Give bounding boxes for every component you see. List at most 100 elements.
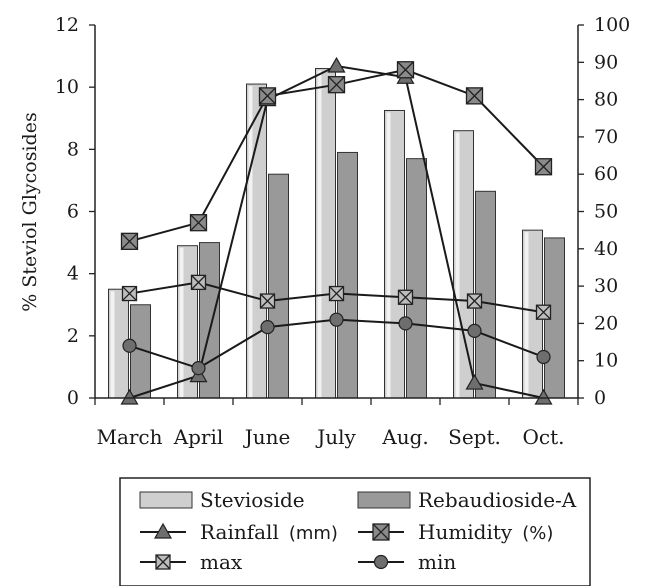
point-min: [398, 316, 413, 331]
right-tick-label: 100: [594, 14, 630, 36]
legend-swatch: [357, 491, 411, 509]
legend: Stevioside Rebaudioside-A Rainfall (mm) Humi…: [119, 477, 591, 586]
cross-line: [260, 293, 275, 309]
bar-highlight: [110, 291, 115, 398]
point-max: [121, 285, 138, 302]
legend-item-stevioside: Stevioside: [139, 488, 305, 512]
cross-line: [155, 554, 171, 570]
cross-line: [191, 274, 206, 290]
legend-item-rainfall: Rainfall (mm): [140, 520, 338, 544]
bar-highlight: [248, 86, 253, 398]
x-tick-label: Aug.: [381, 425, 428, 449]
left-tick-label: 4: [67, 263, 79, 285]
triangle-marker: [120, 388, 139, 405]
bar-rebaudioside-a: [337, 151, 358, 399]
legend-item-rebaudioside-a: Rebaudioside-A: [357, 488, 577, 512]
circle-marker: [191, 361, 206, 376]
point-humidity: [258, 87, 277, 105]
triangle-marker: [465, 373, 484, 390]
legend-label: min: [418, 550, 456, 574]
right-tick-label: 20: [594, 312, 618, 334]
point-humidity: [327, 76, 346, 94]
point-max: [328, 285, 345, 302]
legend-box: [119, 477, 591, 586]
point-min: [329, 312, 344, 327]
legend-marker: [155, 554, 171, 570]
circle-marker: [536, 349, 551, 365]
circle-marker: [329, 312, 344, 327]
point-humidity: [465, 87, 484, 105]
right-tick-label: 50: [594, 201, 618, 223]
right-tick-label: 90: [594, 51, 618, 73]
y-axis-label: % Steviol Glycosides: [19, 112, 41, 311]
left-tick-label: 2: [67, 325, 79, 347]
cross-line: [535, 158, 552, 176]
point-max: [466, 293, 483, 309]
left-tick-label: 0: [67, 387, 79, 409]
point-min: [467, 323, 482, 338]
circle-marker: [260, 320, 275, 335]
lines-layer: [120, 56, 553, 405]
legend-item-max: max: [140, 550, 243, 574]
left-tick-label: 6: [67, 201, 79, 223]
point-rainfall: [465, 373, 484, 390]
bar-highlight: [386, 112, 391, 399]
right-tick-label: 0: [594, 387, 606, 409]
triangle-marker: [534, 388, 553, 405]
point-max: [397, 289, 414, 305]
cross-line: [328, 76, 345, 94]
legend-label: Rainfall (mm): [200, 520, 338, 544]
triangle-marker: [327, 56, 346, 73]
axes-layer: 0 2 4 6 8 10 12 0 10 20 30 40 50 60 70 80 90 100 March Apri…: [55, 14, 630, 449]
left-tick-label: 8: [67, 138, 79, 160]
cross-line: [398, 289, 413, 305]
bar-rebaudioside-a: [268, 173, 289, 399]
bar-highlight: [317, 70, 322, 399]
point-humidity: [534, 158, 553, 176]
point-min: [122, 338, 137, 353]
legend-label: Humidity (%): [418, 520, 553, 544]
cross-line: [329, 286, 344, 302]
legend-swatch: [139, 491, 193, 509]
x-tick-label: Sept.: [448, 425, 501, 449]
point-max: [190, 274, 207, 291]
point-rainfall: [120, 388, 139, 405]
point-min: [536, 349, 551, 365]
legend-marker: [153, 522, 173, 539]
legend-marker: [373, 554, 389, 570]
circle-marker: [398, 316, 413, 331]
x-tick-label: March: [96, 425, 162, 449]
cross-line: [397, 61, 414, 79]
left-tick-label: 12: [55, 14, 79, 36]
point-min: [191, 361, 206, 376]
legend-label: max: [200, 550, 243, 574]
x-tick-label: April: [173, 425, 224, 449]
right-tick-label: 80: [594, 89, 618, 111]
cross-line: [536, 304, 551, 320]
legend-marker: [372, 523, 390, 541]
right-tick-label: 40: [594, 238, 618, 260]
cross-line: [467, 293, 482, 309]
cross-line: [122, 286, 137, 302]
bar-highlight: [455, 132, 460, 398]
cross-line: [259, 87, 276, 105]
point-rainfall: [534, 388, 553, 405]
cross-line: [466, 87, 483, 105]
point-humidity: [189, 214, 208, 232]
point-max: [259, 293, 276, 309]
right-tick-label: 10: [594, 350, 618, 372]
cross-line: [372, 523, 390, 541]
point-max: [535, 304, 552, 320]
left-tick-label: 10: [55, 76, 79, 98]
bar-highlight: [524, 232, 529, 398]
legend-item-humidity: Humidity (%): [358, 520, 553, 544]
circle-marker: [122, 338, 137, 353]
triangle-marker: [153, 522, 173, 539]
circle-marker: [373, 554, 389, 570]
point-min: [260, 320, 275, 335]
cross-line: [190, 214, 207, 232]
point-humidity: [120, 232, 139, 250]
x-tick-label: Oct.: [523, 425, 565, 449]
right-tick-label: 30: [594, 275, 618, 297]
